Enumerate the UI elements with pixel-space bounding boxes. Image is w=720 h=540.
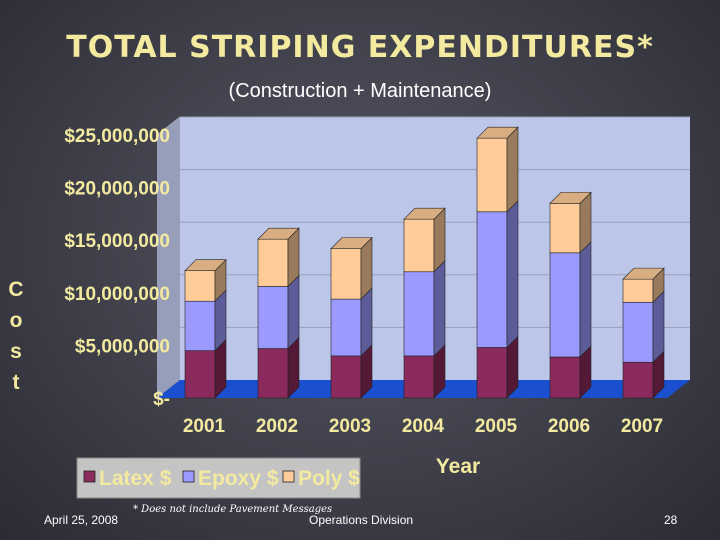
bar-front (622, 301, 654, 363)
bar-front (184, 350, 216, 399)
footer-organization: Operations Division (309, 513, 414, 527)
bar-front (184, 270, 216, 302)
y-tick-label: $- (153, 389, 170, 410)
bar-segment (549, 191, 592, 254)
y-tick-label: $10,000,000 (64, 284, 170, 305)
bar-front (403, 218, 435, 273)
bar-segment (403, 344, 446, 399)
bar-top (549, 192, 592, 204)
bar-side (506, 200, 519, 349)
bar-side (506, 126, 519, 213)
bar-front (476, 347, 508, 399)
bar-side (579, 241, 592, 358)
bar-side (433, 260, 446, 357)
footnote: * Does not include Pavement Messages (133, 504, 333, 515)
gridline (156, 116, 690, 136)
bar-segment (184, 258, 227, 302)
x-tick-label: 2003 (329, 416, 371, 437)
legend-label: Poly $ (298, 467, 360, 490)
bar-segment (622, 290, 665, 363)
legend-swatch (282, 470, 295, 483)
bar-top (257, 227, 300, 240)
bar-segment (622, 267, 665, 303)
bar-top (330, 237, 373, 249)
bar-front (549, 356, 581, 399)
bar-front (257, 286, 289, 349)
y-tick-label: $20,000,000 (64, 179, 170, 200)
bar-front (403, 355, 435, 399)
bar-front (549, 203, 581, 254)
bar-front (622, 278, 654, 303)
gridline (156, 274, 690, 294)
chart-subtitle: (Construction + Maintenance) (228, 80, 492, 102)
bar-segment (476, 200, 519, 349)
bar-segment (549, 345, 592, 399)
y-tick-label: $25,000,000 (64, 126, 170, 147)
bar-front (549, 252, 581, 358)
y-axis-label-letter: C (8, 278, 23, 301)
legend-swatch (83, 470, 96, 483)
slide-title: TOTAL STRIPING EXPENDITURES* (66, 30, 654, 65)
bar-front (330, 248, 362, 300)
bar-front (330, 298, 362, 357)
y-axis-label-letter: t (13, 371, 20, 394)
bar-segment (476, 335, 519, 399)
x-tick-label: 2001 (183, 416, 226, 437)
bar-front (257, 348, 289, 399)
bar-front (622, 361, 654, 399)
bar-side (360, 287, 373, 357)
y-axis-ticks: $- $5,000,000 $10,000,000 $15,000,000 $20,00… (64, 126, 170, 410)
bar-front (403, 271, 435, 357)
x-axis-ticks: 2001 2002 2003 2004 2005 2006 2007 (183, 416, 663, 437)
bars (184, 126, 665, 399)
gridline (156, 221, 690, 241)
gridlines (156, 116, 690, 346)
bar-segment (622, 350, 665, 399)
y-axis-label-letter: s (10, 340, 22, 363)
gridline (156, 169, 690, 188)
bar-top (622, 267, 665, 280)
bar-segment (403, 260, 446, 357)
bar-front (330, 355, 362, 399)
x-tick-label: 2004 (402, 416, 445, 437)
x-tick-label: 2005 (475, 416, 518, 437)
plot-side-wall (157, 117, 180, 398)
bar-front (476, 137, 508, 213)
bar-top (184, 259, 227, 272)
x-tick-label: 2006 (548, 416, 590, 437)
y-axis-label-letter: o (10, 309, 23, 332)
legend-label: Latex $ (99, 467, 172, 490)
legend-label: Epoxy $ (198, 467, 279, 490)
x-axis-label: Year (436, 455, 480, 478)
bar-side (652, 290, 665, 363)
bar-segment (184, 338, 227, 399)
bar-segment (257, 227, 300, 288)
x-tick-label: 2007 (621, 416, 663, 437)
bar-segment (330, 287, 373, 357)
page-number: 28 (664, 513, 678, 527)
bar-segment (476, 126, 519, 213)
bar-front (257, 238, 289, 287)
legend-box (76, 457, 361, 499)
legend: Latex $ Epoxy $ Poly $ (76, 457, 361, 499)
bar-segment (403, 207, 446, 273)
bar-segment (257, 336, 300, 399)
bar-segment (549, 241, 592, 358)
footer-date: April 25, 2008 (44, 513, 119, 527)
y-tick-label: $15,000,000 (64, 231, 170, 252)
bar-segment (330, 344, 373, 399)
bar-front (184, 300, 216, 351)
bar-top (403, 207, 446, 220)
bar-front (476, 211, 508, 348)
bar-side (287, 274, 300, 350)
x-tick-label: 2002 (256, 416, 298, 437)
y-tick-label: $5,000,000 (75, 336, 170, 357)
bar-top (476, 126, 519, 139)
legend-swatch (182, 470, 195, 483)
bar-segment (184, 289, 227, 352)
bar-segment (330, 236, 373, 300)
gridline (156, 326, 690, 346)
